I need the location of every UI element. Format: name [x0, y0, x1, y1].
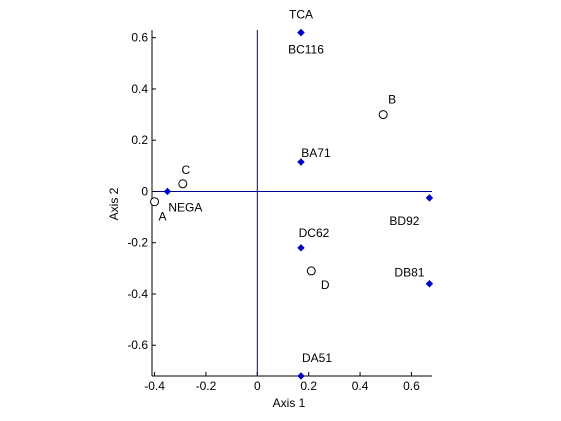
point-label-ba71: BA71 [301, 146, 331, 160]
point-marker-a [150, 197, 160, 207]
point-label-bd92: BD92 [389, 214, 419, 228]
point-label-bc116: BC116 [288, 43, 324, 57]
point-label-da51: DA51 [302, 351, 332, 365]
y-tick-label: -0.2 [127, 236, 148, 250]
point-label-d: D [321, 278, 330, 292]
point-label-b: B [388, 93, 396, 107]
point-label-dc62: DC62 [299, 226, 330, 240]
x-tick-label: 0.4 [352, 379, 369, 393]
x-tick-label: 0.6 [403, 379, 420, 393]
point-label-nega: NEGA [168, 200, 202, 214]
point-marker-db81 [425, 280, 434, 288]
x-tick-label: -0.4 [144, 379, 165, 393]
point-label-tca: TCA [289, 8, 313, 22]
y-tick-label: 0.6 [131, 31, 148, 45]
point-marker-dc62 [297, 244, 305, 252]
y-tick-label: -0.6 [127, 338, 148, 352]
x-axis-title: Axis 1 [273, 396, 306, 410]
point-labels-layer: TCA BC116 BA71 NEGA BD92 DC62 DB81 DA51 A C B D [159, 8, 425, 365]
point-label-db81: DB81 [394, 266, 424, 280]
point-marker-bd92 [425, 194, 434, 202]
point-marker-bc116 [297, 28, 305, 37]
point-label-c: C [181, 163, 190, 177]
y-tick-label: 0.4 [131, 82, 148, 96]
y-tick-label: 0 [141, 184, 148, 198]
axes-layer: -0.4 -0.2 0 0.2 0.4 0.6 0.6 0.4 0.2 0 -0.2 -0.4 -0.6 [127, 30, 432, 393]
y-tick-label: -0.4 [127, 287, 148, 301]
point-marker-c [178, 179, 188, 189]
point-marker-da51 [297, 372, 305, 380]
marks-layer [150, 28, 434, 380]
x-tick-label: 0 [254, 379, 261, 393]
y-tick-label: 0.2 [131, 133, 148, 147]
x-tick-label: 0.2 [300, 379, 317, 393]
x-tick-label: -0.2 [196, 379, 217, 393]
point-marker-b [378, 110, 388, 120]
y-axis-title: Axis 2 [107, 187, 121, 220]
point-marker-ba71 [297, 158, 305, 166]
point-marker-d [306, 266, 316, 276]
point-label-a: A [159, 210, 167, 224]
point-marker-nega [163, 187, 172, 196]
